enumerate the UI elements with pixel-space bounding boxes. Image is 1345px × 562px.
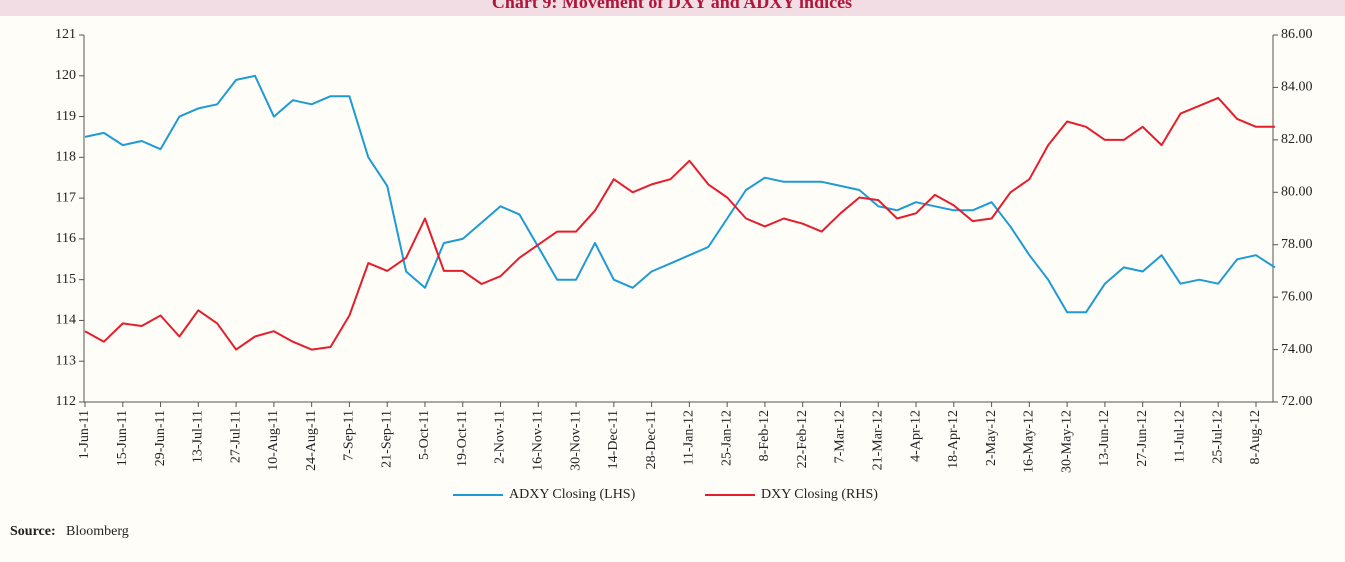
- y-tick-label: 112: [56, 394, 76, 409]
- source: Bloomberg: [66, 524, 129, 539]
- y-tick-label: 121: [55, 27, 76, 42]
- x-tick-label: 15-Jun-11: [115, 410, 130, 466]
- x-tick-label: 13-Jun-12: [1097, 410, 1112, 467]
- y-tick-label: 117: [56, 190, 76, 205]
- x-tick-label: 16-May-12: [1022, 410, 1037, 473]
- legend-label: ADXY Closing (LHS): [509, 487, 636, 502]
- y-tick-label: 114: [56, 313, 76, 328]
- x-tick-label: 7-Mar-12: [833, 410, 848, 463]
- x-tick-label: 5-Oct-11: [417, 410, 432, 460]
- y2-tick-label: 82.00: [1281, 132, 1313, 147]
- x-tick-label: 4-Apr-12: [908, 410, 923, 462]
- x-tick-label: 7-Sep-11: [342, 410, 357, 461]
- y-tick-label: 119: [56, 109, 76, 124]
- x-tick-label: 21-Mar-12: [870, 410, 885, 470]
- y2-tick-label: 76.00: [1281, 289, 1313, 304]
- y-tick-label: 113: [56, 353, 76, 368]
- series-line: [84, 96, 1275, 351]
- x-tick-label: 13-Jul-11: [191, 410, 206, 463]
- legend-label: DXY Closing (RHS): [761, 487, 878, 502]
- x-tick-label: 2-Nov-11: [493, 410, 508, 464]
- x-tick-label: 25-Jul-12: [1210, 410, 1225, 464]
- y2-tick-label: 72.00: [1281, 394, 1313, 409]
- x-tick-label: 27-Jul-11: [228, 410, 243, 463]
- x-tick-label: 14-Dec-11: [606, 410, 621, 469]
- source-label: Source:: [10, 524, 56, 539]
- y-tick-label: 115: [56, 272, 76, 287]
- x-tick-label: 25-Jan-12: [719, 410, 734, 466]
- y2-tick-label: 84.00: [1281, 80, 1313, 95]
- x-tick-label: 11-Jul-12: [1173, 410, 1188, 463]
- y2-tick-label: 74.00: [1281, 342, 1313, 357]
- title-band: [0, 0, 1345, 16]
- x-tick-label: 16-Nov-11: [531, 410, 546, 471]
- x-tick-label: 21-Sep-11: [379, 410, 394, 468]
- y-tick-label: 118: [56, 150, 76, 165]
- x-tick-label: 30-Nov-11: [568, 410, 583, 471]
- x-tick-label: 22-Feb-12: [795, 410, 810, 468]
- y-tick-label: 116: [56, 231, 76, 246]
- y-tick-label: 120: [55, 68, 76, 83]
- x-tick-label: 30-May-12: [1059, 410, 1074, 473]
- x-tick-label: 29-Jun-11: [153, 410, 168, 466]
- x-tick-label: 2-May-12: [984, 410, 999, 466]
- x-tick-label: 27-Jun-12: [1135, 410, 1150, 467]
- x-tick-label: 8-Feb-12: [757, 410, 772, 461]
- x-tick-label: 10-Aug-11: [266, 410, 281, 471]
- x-tick-label: 8-Aug-12: [1248, 410, 1263, 464]
- series-line: [84, 74, 1276, 314]
- x-tick-label: 1-Jun-11: [77, 410, 92, 459]
- chart-title: Chart 9: Movement of DXY and ADXY indice…: [492, 0, 852, 12]
- x-tick-label: 19-Oct-11: [455, 410, 470, 467]
- y2-tick-label: 80.00: [1281, 185, 1313, 200]
- x-tick-label: 28-Dec-11: [644, 410, 659, 469]
- y2-tick-label: 86.00: [1281, 27, 1313, 42]
- x-tick-label: 11-Jan-12: [682, 410, 697, 465]
- x-tick-label: 24-Aug-11: [304, 410, 319, 471]
- y2-tick-label: 78.00: [1281, 237, 1313, 252]
- x-tick-label: 18-Apr-12: [946, 410, 961, 469]
